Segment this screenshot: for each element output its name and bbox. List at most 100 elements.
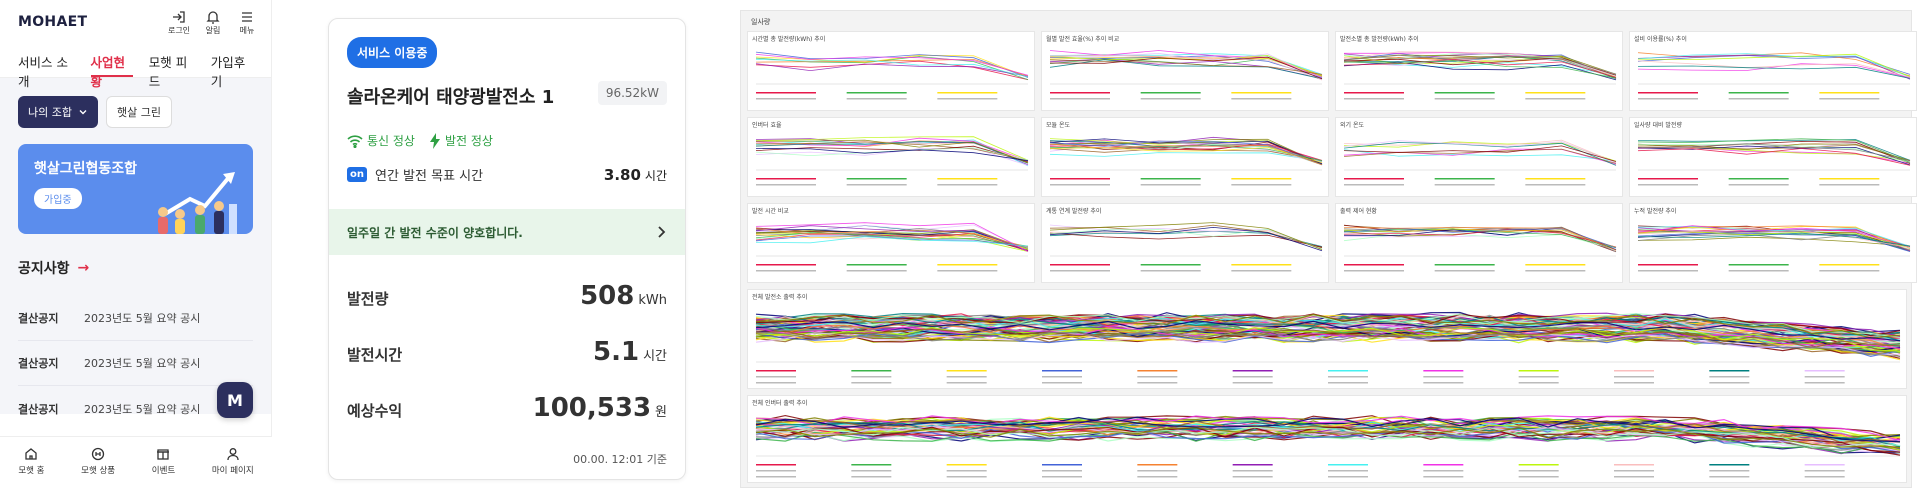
chart-series-line: [1343, 149, 1617, 162]
chart-legend-item: [1140, 178, 1201, 180]
chart-series-line: [1049, 228, 1323, 250]
chart-legend-item: [1231, 98, 1292, 100]
tab-reviews[interactable]: 가입후기: [210, 55, 246, 89]
notice-heading[interactable]: 공지사항 →: [18, 258, 253, 278]
chart-panel[interactable]: 시간별 총 발전량(kWh) 추이: [747, 31, 1035, 111]
chart-series-line: [755, 419, 1901, 444]
chart-plot: [1049, 50, 1323, 100]
chart-legend-item: [1140, 184, 1201, 186]
chart-series-line: [1343, 139, 1617, 163]
generation-time-value: 5.1: [593, 337, 640, 367]
chart-panel[interactable]: 월별 발전 효율(%) 추이 비교: [1041, 31, 1329, 111]
chart-panel-title: 발전 시간 비교: [752, 208, 789, 215]
chart-legend-item: [756, 464, 796, 466]
chart-legend-item: [1434, 92, 1495, 94]
chart-panel[interactable]: 계통 연계 발전량 추이: [1041, 203, 1329, 283]
plant-title: 솔라온케어 태양광발전소 1: [347, 87, 555, 108]
chart-legend-item: [1518, 476, 1559, 478]
chart-legend-item: [1518, 464, 1559, 466]
chart-panel[interactable]: 일사량 대비 발전량: [1629, 117, 1917, 197]
expected-revenue-row: 예상수익 100,533 원: [347, 393, 667, 423]
chart-legend-item: [1525, 98, 1586, 100]
chart-series-line: [755, 236, 1029, 247]
chart-plot: [1343, 224, 1617, 272]
joined-button[interactable]: 가입중: [34, 188, 82, 209]
chart-series-line: [755, 313, 1901, 339]
chart-series-line: [1049, 55, 1323, 81]
nav-mypage[interactable]: 마이 페이지: [212, 446, 254, 476]
menu-button[interactable]: 메뉴: [235, 9, 259, 36]
notice-item[interactable]: 결산공지 2023년도 5월 요약 공시: [18, 386, 253, 431]
wifi-icon: [347, 134, 363, 148]
chart-legend-item: [937, 98, 998, 100]
chart-legend-item: [851, 370, 892, 372]
chart-series-line: [1637, 55, 1911, 75]
chart-panel-title: 전체 인버터 출력 추이: [752, 400, 808, 407]
chart-legend-item: [1231, 270, 1292, 272]
weekly-status-text: 일주일 간 발전 수준이 양호합니다.: [347, 225, 523, 240]
notification-button[interactable]: 알림: [201, 9, 225, 36]
chart-panel[interactable]: 인버터 효율: [747, 117, 1035, 197]
chart-panel[interactable]: 모듈 온도: [1041, 117, 1329, 197]
weekly-status-banner[interactable]: 일주일 간 발전 수준이 양호합니다.: [329, 209, 685, 255]
annual-target-unit: 시간: [644, 168, 667, 183]
notice-item[interactable]: 결산공지 2023년도 5월 요약 공시: [18, 296, 253, 341]
chart-legend-item: [1525, 184, 1586, 186]
chart-legend-item: [1423, 370, 1464, 372]
generation-value-group: 508 kWh: [580, 281, 667, 311]
app-header: MOHAET 로그인 알림 메뉴: [0, 0, 271, 44]
chart-plot: [1343, 51, 1617, 100]
notice-item[interactable]: 결산공지 2023년도 5월 요약 공시: [18, 341, 253, 386]
nav-mypage-label: 마이 페이지: [211, 465, 254, 476]
generation-unit: kWh: [638, 293, 667, 308]
chart-panel[interactable]: 발전소별 총 발전량(kWh) 추이: [1335, 31, 1623, 111]
chart-legend-item: [1728, 184, 1789, 186]
chart-series-line: [1343, 54, 1617, 75]
chart-series-line: [1637, 236, 1911, 247]
menu-label: 메뉴: [239, 25, 255, 35]
chart-panel[interactable]: 외기 온도: [1335, 117, 1623, 197]
chart-panel[interactable]: 전체 인버터 출력 추이: [747, 395, 1907, 483]
chart-legend-item: [1709, 382, 1750, 384]
chart-legend-item: [1728, 92, 1789, 94]
home-icon: [25, 447, 38, 460]
chart-panel[interactable]: 전체 발전소 출력 추이: [747, 289, 1907, 389]
chart-legend-item: [1525, 270, 1586, 272]
tab-business-status[interactable]: 사업현황: [90, 52, 133, 89]
chart-panel[interactable]: 누적 발전량 추이: [1629, 203, 1917, 283]
chart-series-line: [1049, 56, 1323, 80]
chart-legend-item: [756, 476, 796, 478]
chart-series-line: [755, 229, 1029, 252]
nav-home[interactable]: 모햇 홈: [18, 446, 44, 476]
chart-series-line: [1637, 143, 1911, 163]
chart-legend-item: [1614, 370, 1654, 372]
nav-events[interactable]: 이벤트: [152, 446, 175, 476]
chart-series-line: [1637, 139, 1911, 161]
chart-legend-item: [1137, 370, 1178, 372]
tab-mohaet-feed[interactable]: 모햇 피드: [148, 55, 188, 89]
chart-legend-item: [1614, 464, 1654, 466]
chart-panel[interactable]: 설비 이용률(%) 추이: [1629, 31, 1917, 111]
chart-panel-title: 시간별 총 발전량(kWh) 추이: [752, 36, 826, 43]
chevron-down-icon: [79, 110, 87, 115]
logo[interactable]: MOHAET: [18, 14, 88, 30]
coop-chip[interactable]: 햇살 그린: [105, 96, 172, 128]
nav-products[interactable]: 모햇 상품: [81, 446, 115, 476]
on-icon: on: [347, 167, 367, 182]
data-timestamp: 00.00. 12:01 기준: [573, 453, 667, 466]
login-button[interactable]: 로그인: [167, 9, 191, 36]
nav-events-label: 이벤트: [151, 465, 176, 476]
chart-panel[interactable]: 발전 시간 비교: [747, 203, 1035, 283]
mohaet-fab-button[interactable]: M: [217, 382, 253, 418]
my-coop-select[interactable]: 나의 조합: [18, 96, 98, 128]
chart-series-line: [1049, 232, 1323, 248]
chart-legend-item: [1518, 370, 1559, 372]
chart-series-line: [755, 148, 1029, 162]
coop-banner[interactable]: 햇살그린협동조합 가입중: [18, 144, 253, 234]
chart-series-line: [1637, 225, 1911, 248]
gift-icon: [157, 448, 170, 460]
chart-legend-item: [1137, 464, 1178, 466]
chart-panel[interactable]: 출력 제어 현황: [1335, 203, 1623, 283]
chart-legend-item: [1231, 92, 1292, 94]
tab-service-intro[interactable]: 서비스 소개: [18, 55, 68, 89]
